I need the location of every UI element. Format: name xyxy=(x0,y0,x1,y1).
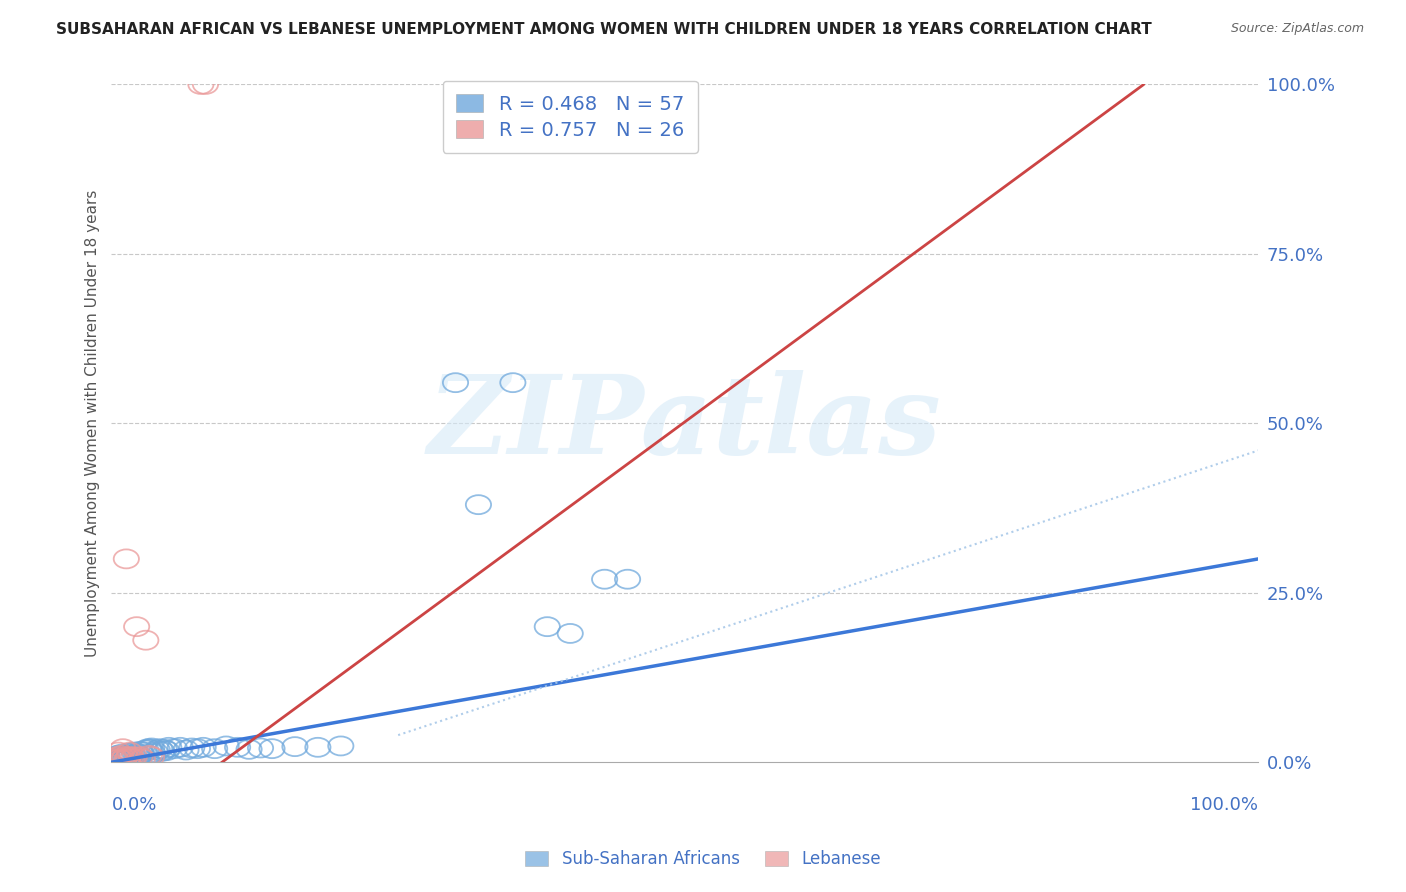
Text: Source: ZipAtlas.com: Source: ZipAtlas.com xyxy=(1230,22,1364,36)
Text: 100.0%: 100.0% xyxy=(1191,796,1258,814)
Text: SUBSAHARAN AFRICAN VS LEBANESE UNEMPLOYMENT AMONG WOMEN WITH CHILDREN UNDER 18 Y: SUBSAHARAN AFRICAN VS LEBANESE UNEMPLOYM… xyxy=(56,22,1152,37)
Text: ZIPatlas: ZIPatlas xyxy=(427,369,942,477)
Text: 0.0%: 0.0% xyxy=(111,796,157,814)
Legend: R = 0.468   N = 57, R = 0.757   N = 26: R = 0.468 N = 57, R = 0.757 N = 26 xyxy=(443,80,697,153)
Y-axis label: Unemployment Among Women with Children Under 18 years: Unemployment Among Women with Children U… xyxy=(86,190,100,657)
Legend: Sub-Saharan Africans, Lebanese: Sub-Saharan Africans, Lebanese xyxy=(519,844,887,875)
